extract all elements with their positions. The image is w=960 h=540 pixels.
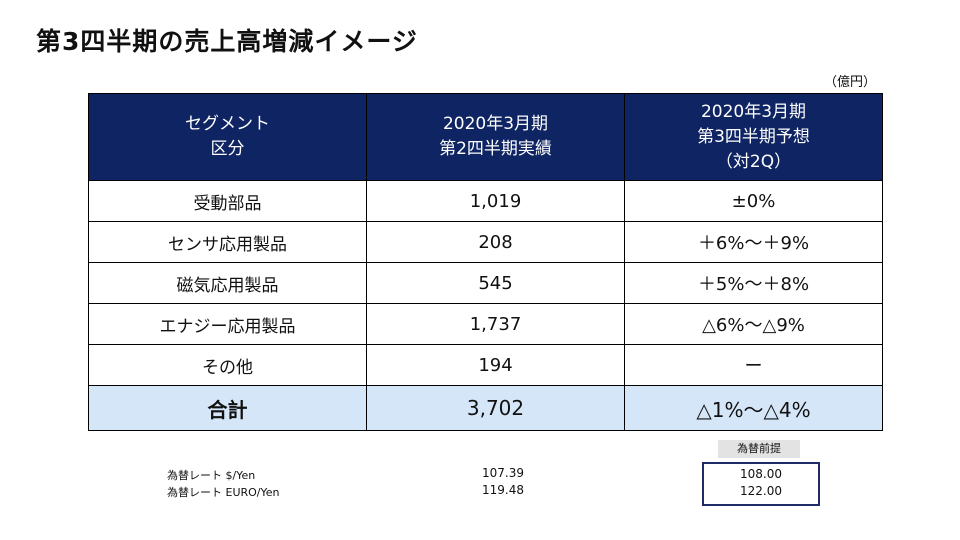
forecast-cell: ＋5%～＋8% (624, 262, 883, 304)
actual-cell: 545 (366, 262, 625, 304)
fx-assumption-usd: 108.00 (740, 467, 782, 481)
forecast-cell: ±0% (624, 180, 883, 222)
segment-cell: エナジー応用製品 (88, 303, 367, 345)
page-title: 第3四半期の売上高増減イメージ (36, 27, 418, 56)
fx-label-usd: 為替レート $/Yen (167, 469, 256, 482)
actual-cell: 1,019 (366, 180, 625, 222)
segment-cell: 受動部品 (88, 180, 367, 222)
table-row: エナジー応用製品 1,737 △6%～△9% (88, 303, 883, 345)
forecast-cell: ー (624, 344, 883, 386)
header-actual-line2: 第2四半期実績 (439, 139, 552, 159)
table-row: センサ応用製品 208 ＋6%～＋9% (88, 221, 883, 263)
forecast-cell: △6%～△9% (624, 303, 883, 345)
segment-cell: センサ応用製品 (88, 221, 367, 263)
actual-cell: 1,737 (366, 303, 625, 345)
forecast-cell: ＋6%～＋9% (624, 221, 883, 263)
actual-cell: 194 (366, 344, 625, 386)
fx-actual-usd: 107.39 (482, 466, 524, 480)
segment-cell: 磁気応用製品 (88, 262, 367, 304)
table-row: 磁気応用製品 545 ＋5%～＋8% (88, 262, 883, 304)
total-row: 合計 3,702 △1%～△4% (88, 385, 883, 431)
header-actual: 2020年3月期 第2四半期実績 (366, 93, 625, 181)
header-segment-line1: セグメント (185, 114, 270, 134)
header-segment-line2: 区分 (210, 139, 245, 159)
header-forecast-line2: 第3四半期予想 (697, 126, 810, 147)
total-segment-cell: 合計 (88, 385, 367, 431)
actual-cell: 208 (366, 221, 625, 263)
total-forecast-cell: △1%～△4% (624, 385, 883, 431)
fx-assumption-eur: 122.00 (740, 484, 782, 498)
fx-assumption-badge: 為替前提 (718, 440, 800, 458)
fx-actual-eur: 119.48 (482, 483, 524, 497)
sales-table: セグメント 区分 2020年3月期 第2四半期実績 2020年3月期 第3四半期… (88, 93, 883, 431)
header-segment: セグメント 区分 (88, 93, 367, 181)
fx-label-eur: 為替レート EURO/Yen (167, 486, 280, 499)
table-row: その他 194 ー (88, 344, 883, 386)
total-actual-cell: 3,702 (366, 385, 625, 431)
header-actual-line1: 2020年3月期 (442, 114, 549, 134)
header-forecast-line1: 2020年3月期 (700, 101, 807, 122)
header-forecast: 2020年3月期 第3四半期予想 （対2Q） (624, 93, 883, 181)
table-header-row: セグメント 区分 2020年3月期 第2四半期実績 2020年3月期 第3四半期… (88, 93, 883, 181)
fx-assumption-box: 108.00 122.00 (702, 462, 820, 506)
unit-label: （億円） (824, 75, 877, 90)
segment-cell: その他 (88, 344, 367, 386)
table-row: 受動部品 1,019 ±0% (88, 180, 883, 222)
header-forecast-line3: （対2Q） (715, 151, 792, 172)
